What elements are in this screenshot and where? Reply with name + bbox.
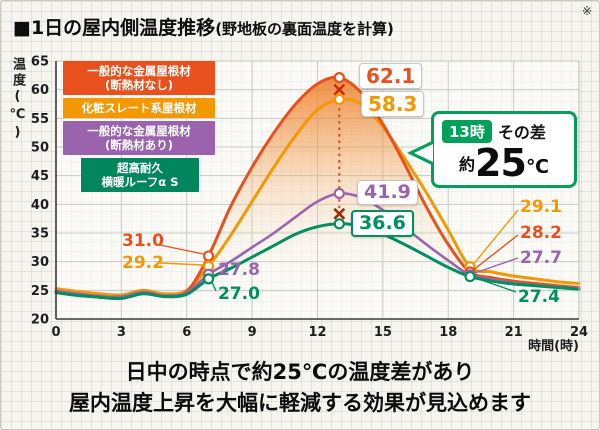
svg-text:12: 12 <box>308 325 326 340</box>
summary-text: 日中の時点で約25℃の温度差があり 屋内温度上昇を大幅に軽減する効果が見込めます <box>1 353 599 419</box>
callout-pointer-icon <box>407 140 434 166</box>
value-label-morning-no-insulation: 31.0 <box>122 231 164 251</box>
svg-text:3: 3 <box>117 325 126 340</box>
difference-callout: 13時 その差 約25℃ <box>407 111 577 188</box>
value-label-peak-no-insulation: 62.1 <box>359 63 423 89</box>
marker-morning-no-insulation <box>202 250 215 262</box>
marker-morning-yokodan <box>202 273 215 285</box>
value-label-peak-slate: 58.3 <box>361 91 425 117</box>
callout-label: その差 <box>497 123 546 142</box>
temperature-chart: 温度(℃) 0 3 6 9 12 15 18 21 24 20 25 30 35 40 45 50 55 60 65… <box>1 45 599 354</box>
page-title: ■1日の屋内側温度推移(野地板の裏面温度を計算) <box>13 13 394 40</box>
callout-value: 約25℃ <box>442 144 566 182</box>
x-axis-title: 時間(時) <box>528 338 579 353</box>
svg-text:30: 30 <box>31 255 49 270</box>
title-main: ■1日の屋内側温度推移 <box>13 17 216 39</box>
marker-peak-slate <box>333 93 345 106</box>
value-label-morning-insulated: 27.8 <box>218 260 260 280</box>
svg-text:45: 45 <box>31 169 49 184</box>
svg-text:40: 40 <box>31 198 49 213</box>
marker-peak-insulated <box>333 187 345 200</box>
svg-text:25: 25 <box>31 284 49 299</box>
value-label-evening-yokodan: 27.4 <box>518 287 560 307</box>
svg-text:21: 21 <box>505 325 523 340</box>
svg-text:35: 35 <box>31 227 49 242</box>
svg-text:18: 18 <box>439 325 457 340</box>
svg-text:20: 20 <box>31 313 49 328</box>
y-axis-title: 温度(℃) <box>10 57 25 143</box>
callout-time-badge: 13時 <box>442 119 492 143</box>
chart-legend: 一般的な金属屋根材 (断熱材なし) 化粧スレート系屋根材一般的な金属屋根材 (断熱材あ… <box>63 61 215 195</box>
legend-item-3: 超高耐久 横暖ルーフα S <box>81 158 199 192</box>
legend-item-2: 一般的な金属屋根材 (断熱材あり) <box>63 121 215 155</box>
value-label-peak-insulated: 41.9 <box>357 180 418 205</box>
callout-header: 13時 その差 <box>442 119 566 143</box>
warm-area-fill <box>56 77 579 319</box>
svg-text:50: 50 <box>31 141 49 156</box>
svg-text:24: 24 <box>570 325 588 340</box>
legend-item-1: 化粧スレート系屋根材 <box>63 98 215 118</box>
summary-line-2: 屋内温度上昇を大幅に軽減する効果が見込めます <box>69 391 531 415</box>
marker-peak-no-insulation <box>333 72 345 84</box>
marker-evening-yokodan <box>464 270 476 283</box>
reference-mark: ※ <box>581 4 592 18</box>
svg-text:9: 9 <box>248 325 257 340</box>
value-label-morning-yokodan: 27.0 <box>218 284 260 304</box>
callout-approx: 約 <box>459 155 476 174</box>
series-line-3 <box>54 222 581 301</box>
callout-difference-value: 25 <box>475 141 527 185</box>
value-label-evening-slate: 29.1 <box>520 197 562 217</box>
svg-text:60: 60 <box>31 83 49 98</box>
value-label-evening-insulated: 27.7 <box>520 248 562 268</box>
series-line-1 <box>54 97 581 297</box>
svg-text:55: 55 <box>31 112 49 127</box>
svg-text:0: 0 <box>51 325 60 340</box>
legend-item-0: 一般的な金属屋根材 (断熱材なし) <box>63 61 215 95</box>
value-label-evening-no-insulation: 28.2 <box>520 223 562 243</box>
svg-text:6: 6 <box>182 325 191 340</box>
svg-text:15: 15 <box>374 325 392 340</box>
value-label-morning-slate: 29.2 <box>122 253 164 273</box>
svg-text:65: 65 <box>31 55 49 70</box>
title-sub: (野地板の裏面温度を計算) <box>215 20 394 38</box>
series-line-2 <box>54 191 581 299</box>
callout-unit: ℃ <box>525 156 549 178</box>
summary-line-1: 日中の時点で約25℃の温度差があり <box>125 360 475 384</box>
marker-peak-yokodan <box>333 218 345 230</box>
value-label-peak-yokodan: 36.6 <box>351 210 414 237</box>
